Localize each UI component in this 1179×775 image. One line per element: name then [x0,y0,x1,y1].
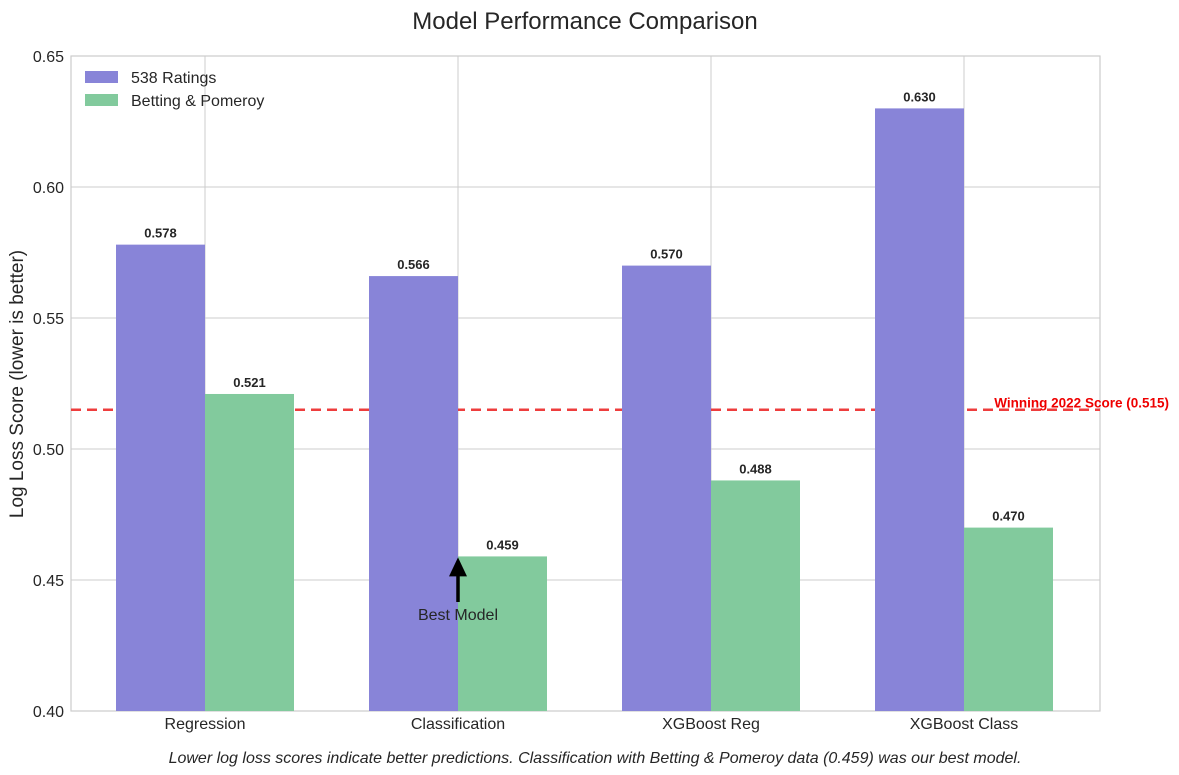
bar-538-ratings [369,276,458,711]
chart-title: Model Performance Comparison [412,8,757,35]
bar-betting-pomeroy [964,528,1053,711]
annotation-text: Best Model [418,607,498,624]
data-label: 0.521 [233,375,266,390]
bar-betting-pomeroy [205,394,294,711]
data-label: 0.630 [903,89,936,104]
x-axis: Regression Classification XGBoost Reg XGBoo… [165,716,1019,733]
x-tick-label: Classification [411,716,505,733]
legend: 538 Ratings Betting & Pomeroy [85,70,264,110]
bar-538-ratings [622,266,711,711]
y-axis: 0.40 0.45 0.50 0.55 0.60 0.65 [33,49,64,721]
x-tick-label: XGBoost Class [910,716,1018,733]
data-label: 0.459 [486,537,519,552]
y-axis-label: Log Loss Score (lower is better) [7,250,28,518]
reference-line-label: Winning 2022 Score (0.515) [994,396,1169,411]
chart-caption: Lower log loss scores indicate better pr… [169,750,1022,767]
legend-label: 538 Ratings [131,70,216,87]
y-tick-label: 0.40 [33,704,64,721]
legend-swatch [85,94,118,106]
bar-betting-pomeroy [458,556,547,711]
y-tick-label: 0.60 [33,180,64,197]
data-label: 0.488 [739,461,772,476]
bar-betting-pomeroy [711,480,800,711]
y-tick-label: 0.50 [33,442,64,459]
bar-538-ratings [875,108,964,711]
x-tick-label: XGBoost Reg [662,716,760,733]
y-tick-label: 0.65 [33,49,64,66]
x-tick-label: Regression [165,716,246,733]
data-label: 0.570 [650,247,683,262]
y-tick-label: 0.45 [33,573,64,590]
bar-538-ratings [116,245,205,711]
y-tick-label: 0.55 [33,311,64,328]
data-label: 0.470 [992,509,1025,524]
data-label: 0.578 [144,226,177,241]
legend-swatch [85,71,118,83]
data-label: 0.566 [397,257,430,272]
legend-label: Betting & Pomeroy [131,93,264,110]
